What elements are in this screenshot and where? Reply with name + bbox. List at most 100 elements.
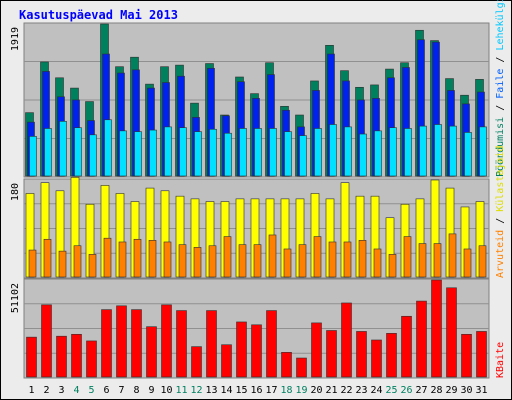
kbytes-bar: [356, 331, 367, 378]
sites-bar: [223, 236, 232, 278]
kbytes-bar: [116, 305, 127, 378]
kbytes-bar: [461, 333, 472, 378]
x-tick-label: 27: [415, 385, 427, 396]
sites-bar: [28, 249, 37, 278]
files-bar: [59, 121, 67, 177]
sites-bar: [133, 238, 142, 278]
files-bar: [374, 130, 382, 177]
sites-bar: [208, 245, 217, 278]
kbytes-bar: [86, 340, 97, 378]
files-bar: [434, 124, 442, 177]
files-bar: [119, 130, 127, 177]
x-tick-label: 5: [88, 385, 94, 396]
kbytes-bar: [146, 326, 157, 378]
legend-part: /: [495, 99, 506, 117]
legend-part: Pöördumisi: [495, 117, 506, 177]
sites-bar: [253, 244, 262, 278]
sites-bar: [298, 244, 307, 278]
kbytes-bar: [266, 310, 277, 378]
sites-bar: [448, 233, 457, 278]
sites-bar: [58, 250, 67, 278]
kbytes-bar: [206, 310, 217, 378]
files-bar: [404, 128, 412, 177]
kbytes-bar: [386, 333, 397, 378]
x-tick-label: 25: [385, 385, 397, 396]
sites-bar: [478, 245, 487, 278]
chart-title: Kasutuspäevad Mai 2013: [19, 8, 178, 22]
files-bar: [449, 125, 457, 177]
x-tick-label: 15: [235, 385, 247, 396]
files-bar: [254, 128, 262, 177]
x-tick-label: 7: [118, 385, 124, 396]
x-tick-label: 12: [190, 385, 202, 396]
files-bar: [209, 128, 217, 177]
kbytes-bar: [41, 304, 52, 378]
files-bar: [329, 124, 337, 177]
kbytes-bar: [56, 335, 67, 378]
kbytes-bar: [416, 300, 427, 378]
kbytes-bar: [401, 315, 412, 378]
sites-bar: [163, 241, 172, 278]
sites-bar: [178, 244, 187, 278]
files-bar: [269, 128, 277, 177]
legend-label-bottom: KBaite: [495, 342, 506, 378]
kbytes-bar: [71, 333, 82, 378]
x-tick-label: 18: [280, 385, 292, 396]
sites-bar: [148, 240, 157, 278]
legend-part: Lehekülgi: [495, 0, 506, 51]
sites-bar: [358, 240, 367, 278]
kbytes-bar: [326, 330, 337, 378]
x-tick-label: 1: [28, 385, 34, 396]
x-tick-label: 20: [310, 385, 322, 396]
sites-bar: [193, 247, 202, 278]
files-bar: [104, 119, 112, 177]
sites-bar: [313, 236, 322, 278]
sites-bar: [43, 238, 52, 278]
kbytes-bar: [161, 304, 172, 378]
sites-bar: [388, 254, 397, 278]
files-bar: [464, 132, 472, 177]
x-tick-label: 22: [340, 385, 352, 396]
files-bar: [344, 126, 352, 177]
files-bar: [284, 131, 292, 177]
x-tick-label: 19: [295, 385, 307, 396]
sites-bar: [103, 237, 112, 278]
x-tick-label: 24: [370, 385, 382, 396]
x-tick-label: 29: [445, 385, 457, 396]
files-bar: [179, 127, 187, 177]
sites-bar: [118, 241, 127, 278]
legend-part: Faile: [495, 69, 506, 99]
files-bar: [314, 128, 322, 177]
x-tick-label: 4: [73, 385, 79, 396]
sites-bar: [238, 244, 247, 278]
sites-bar: [433, 243, 442, 278]
kbytes-bar: [101, 309, 112, 378]
sites-bar: [373, 248, 382, 278]
files-bar: [194, 131, 202, 177]
x-tick-label: 2: [43, 385, 49, 396]
kbytes-bar: [476, 331, 487, 378]
x-tick-label: 21: [325, 385, 337, 396]
files-bar: [419, 125, 427, 177]
legend-part: KBaite: [495, 342, 506, 378]
x-tick-label: 14: [220, 385, 232, 396]
x-tick-label: 30: [460, 385, 472, 396]
y-max-label-middle: 180: [10, 183, 21, 201]
x-tick-label: 16: [250, 385, 262, 396]
y-max-label-bottom: 51102: [10, 283, 21, 313]
kbytes-bar: [236, 321, 247, 378]
x-tick-label: 17: [265, 385, 277, 396]
legend-part: /: [495, 51, 506, 69]
files-bar: [164, 126, 172, 177]
sites-bar: [283, 248, 292, 278]
files-bar: [359, 133, 367, 177]
legend-part: Arvuteid: [495, 230, 506, 278]
x-tick-label: 31: [475, 385, 487, 396]
x-tick-label: 8: [133, 385, 139, 396]
x-tick-label: 26: [400, 385, 412, 396]
sites-bar: [328, 241, 337, 278]
files-bar: [299, 135, 307, 177]
sites-bar: [343, 241, 352, 278]
